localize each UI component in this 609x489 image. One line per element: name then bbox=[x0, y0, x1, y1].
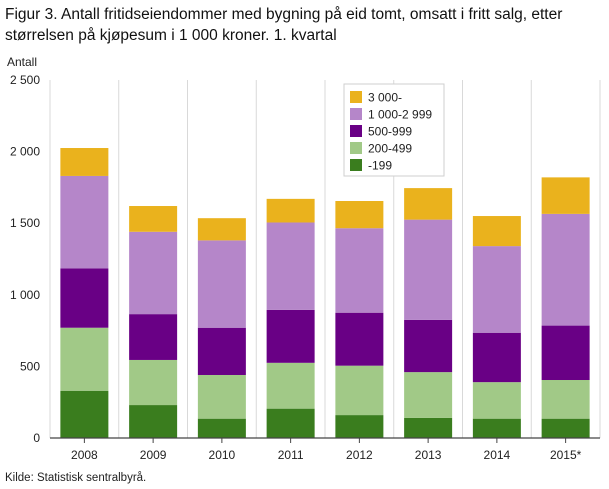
x-tick-label: 2013 bbox=[415, 448, 442, 462]
bar-segment bbox=[541, 325, 590, 381]
bar-segment bbox=[60, 268, 109, 328]
legend-label: 3 000- bbox=[368, 91, 402, 105]
bar-segment bbox=[266, 309, 315, 363]
x-tick-label: 2012 bbox=[346, 448, 373, 462]
legend-swatch bbox=[350, 108, 362, 120]
bar-segment bbox=[60, 148, 109, 176]
bar-segment bbox=[335, 312, 384, 366]
bar-segment bbox=[404, 219, 453, 320]
bar-segment bbox=[197, 374, 246, 419]
bar-segment bbox=[404, 188, 453, 220]
bar-segment bbox=[472, 216, 521, 247]
chart-title: Figur 3. Antall fritidseiendommer med by… bbox=[5, 6, 563, 44]
bar-segment bbox=[197, 418, 246, 438]
bar-segment bbox=[472, 246, 521, 333]
x-tick-label: 2009 bbox=[140, 448, 167, 462]
bar-segment bbox=[541, 418, 590, 438]
bar-segment bbox=[197, 218, 246, 241]
legend-swatch bbox=[350, 159, 362, 171]
bar-segment bbox=[472, 382, 521, 419]
bar-segment bbox=[472, 332, 521, 383]
bar-segment bbox=[266, 222, 315, 310]
bar-segment bbox=[404, 417, 453, 438]
y-axis-label: Antall bbox=[7, 55, 38, 69]
x-tick-label: 2008 bbox=[71, 448, 98, 462]
y-tick-label: 2 000 bbox=[10, 145, 40, 159]
bar-segment bbox=[472, 418, 521, 438]
y-tick-label: 1 500 bbox=[10, 216, 40, 230]
legend-label: 500-999 bbox=[368, 125, 412, 139]
legend-label: 1 000-2 999 bbox=[368, 108, 432, 122]
x-tick-label: 2015* bbox=[550, 448, 582, 462]
y-tick-label: 2 500 bbox=[10, 73, 40, 87]
bar-segment bbox=[541, 177, 590, 214]
legend-swatch bbox=[350, 142, 362, 154]
bar-segment bbox=[60, 175, 109, 269]
bar-segment bbox=[541, 213, 590, 326]
bar-segment bbox=[266, 408, 315, 438]
legend-label: -199 bbox=[368, 159, 392, 173]
x-tick-label: 2014 bbox=[484, 448, 511, 462]
legend-swatch bbox=[350, 91, 362, 103]
bar-segment bbox=[266, 362, 315, 409]
bar-segment bbox=[129, 231, 178, 315]
y-tick-label: 500 bbox=[20, 359, 40, 373]
y-tick-label: 0 bbox=[33, 431, 40, 445]
bar-segment bbox=[541, 380, 590, 419]
bar-segment bbox=[335, 201, 384, 229]
x-tick-label: 2011 bbox=[278, 448, 304, 462]
legend-swatch bbox=[350, 125, 362, 137]
bar-segment bbox=[404, 372, 453, 418]
source-note: Kilde: Statistisk sentralbyrå. bbox=[5, 472, 147, 484]
bar-segment bbox=[266, 198, 315, 223]
bar-segment bbox=[197, 240, 246, 328]
bar-segment bbox=[60, 327, 109, 391]
bar-segment bbox=[197, 327, 246, 375]
bar-segment bbox=[404, 319, 453, 373]
bar-segment bbox=[335, 365, 384, 416]
bar-segment bbox=[129, 314, 178, 360]
bar-segment bbox=[129, 206, 178, 232]
bar-segment bbox=[335, 415, 384, 438]
y-tick-label: 1 000 bbox=[10, 288, 40, 302]
legend-label: 200-499 bbox=[368, 142, 412, 156]
bar-segment bbox=[129, 359, 178, 406]
bar-segment bbox=[129, 405, 178, 438]
x-tick-label: 2010 bbox=[209, 448, 236, 462]
bar-segment bbox=[60, 390, 109, 438]
bar-segment bbox=[335, 228, 384, 313]
